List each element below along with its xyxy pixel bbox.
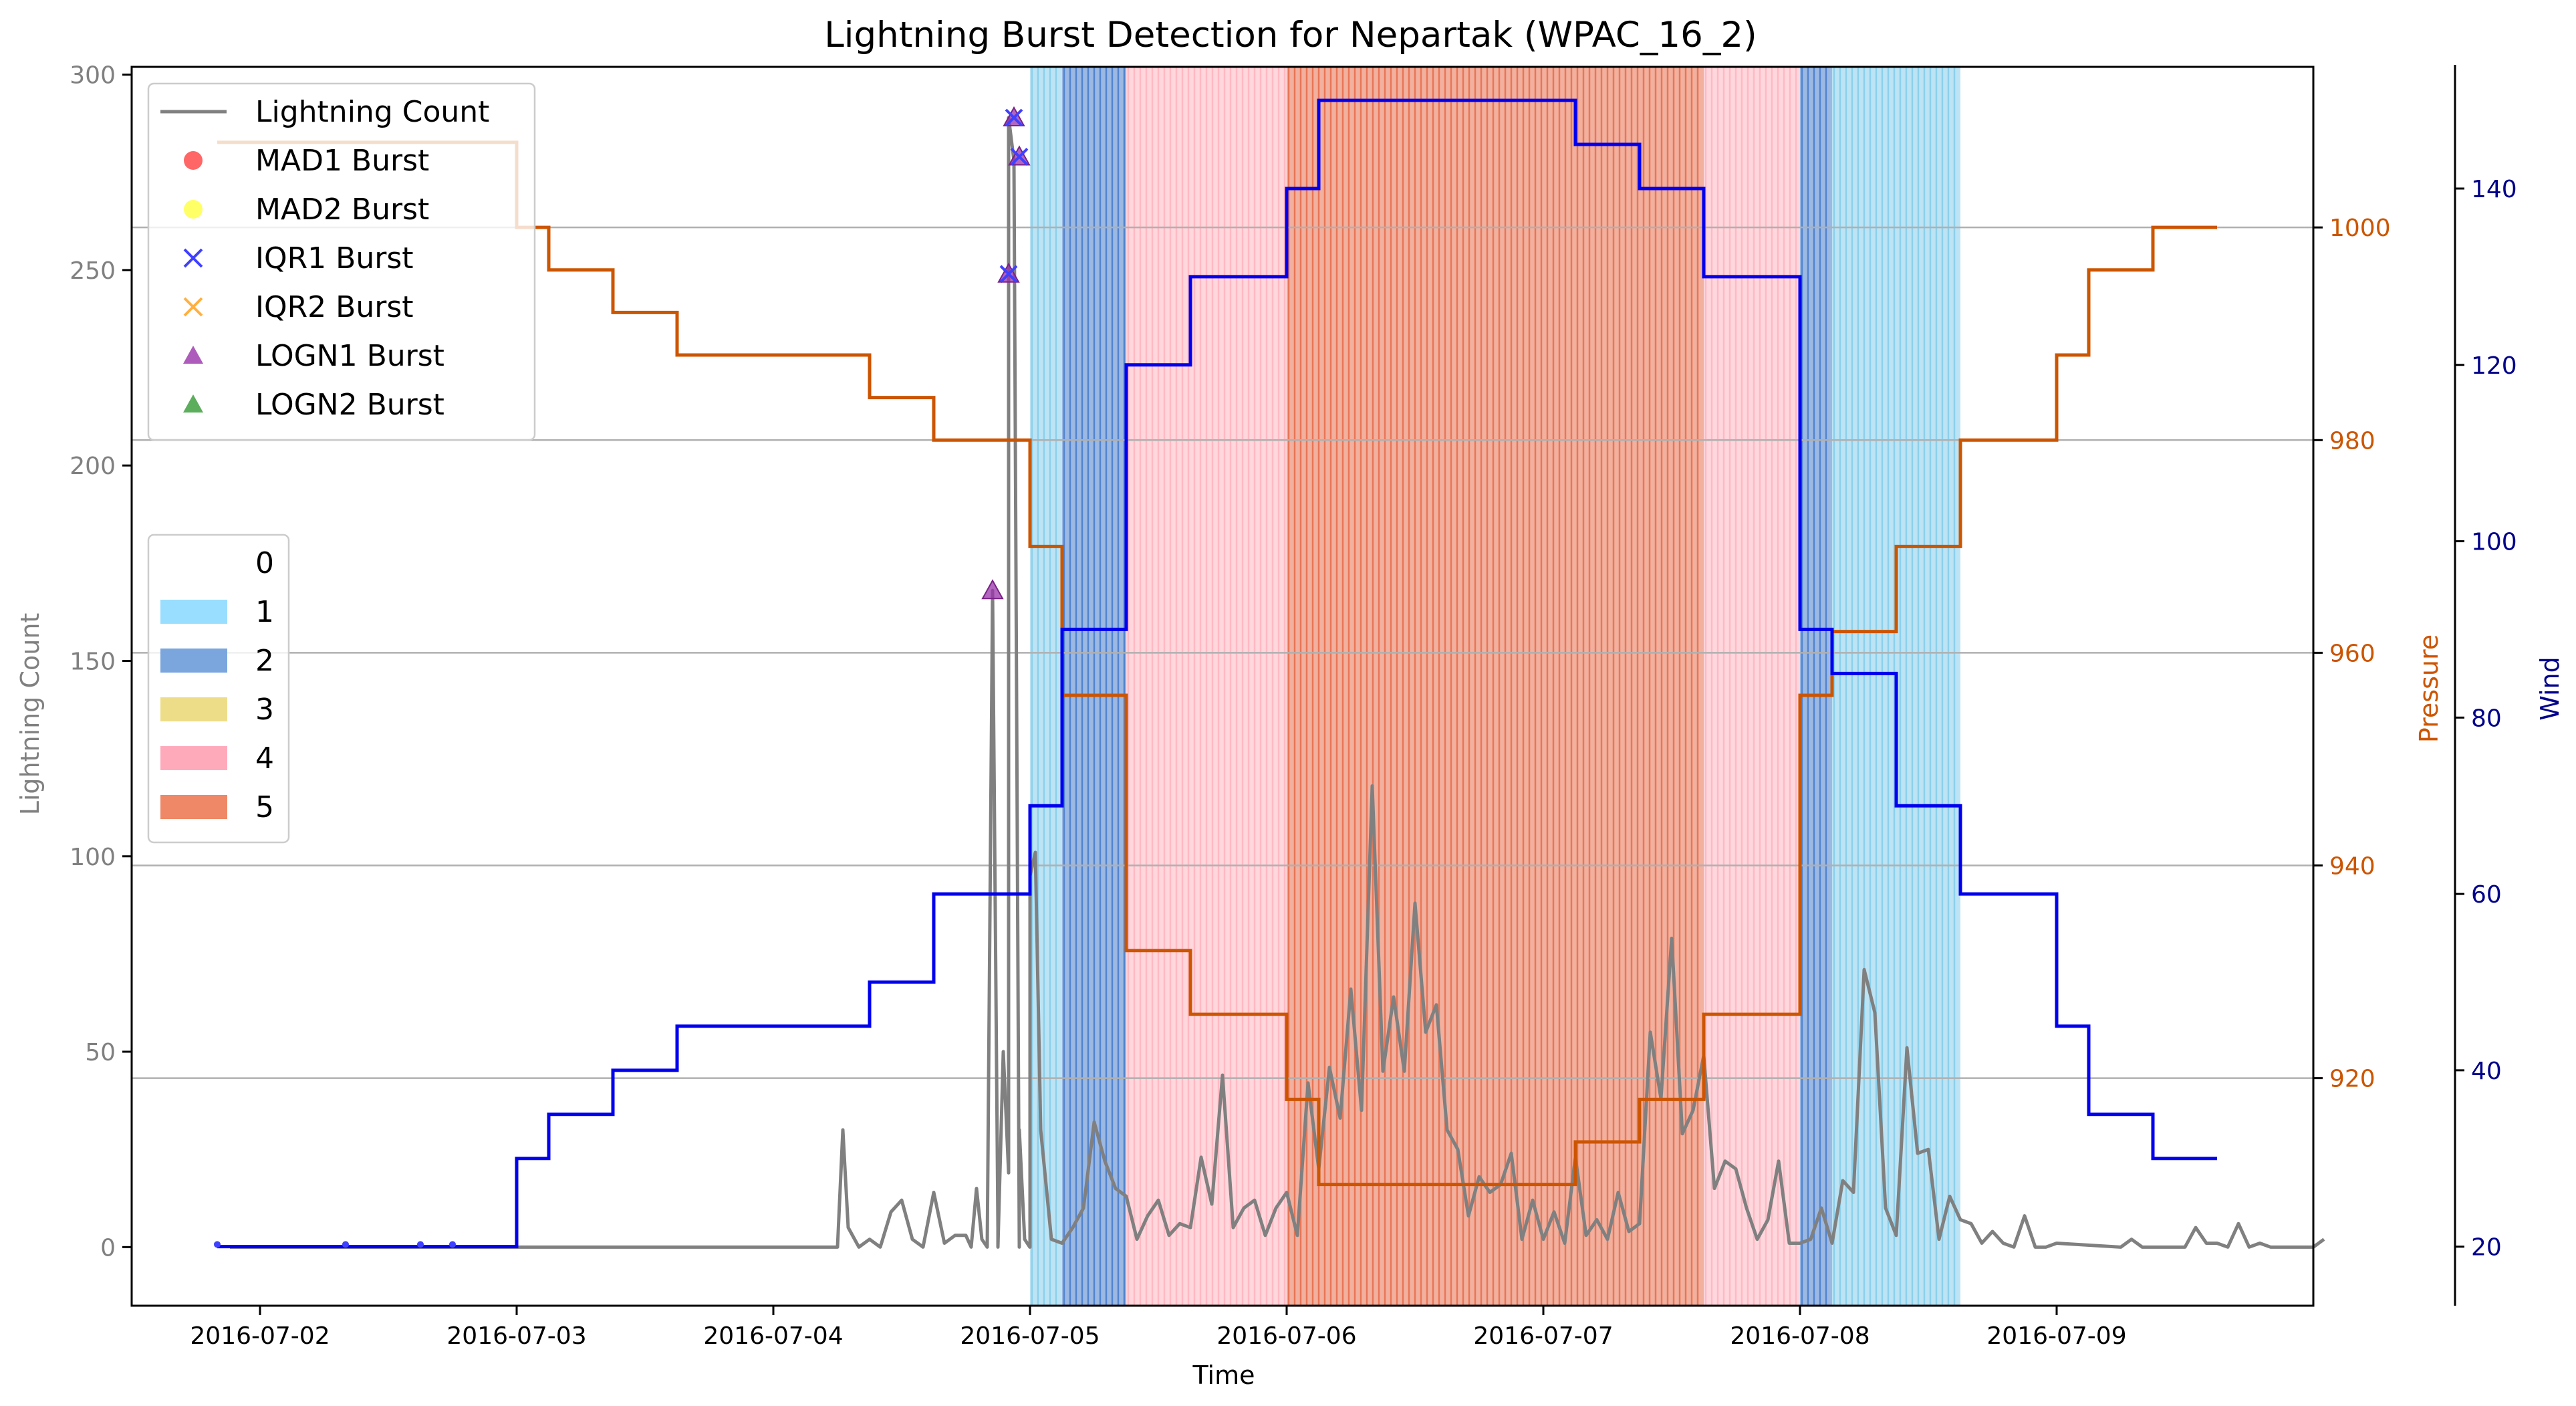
- burst-markers: [214, 106, 1031, 1248]
- category-bands: [1030, 67, 1960, 1306]
- legend-series-label: IQR2 Burst: [255, 290, 414, 324]
- x-tick-label: 2016-07-04: [703, 1322, 843, 1350]
- legend-category-swatch: [160, 795, 227, 819]
- pressure-tick-label: 980: [2329, 427, 2375, 455]
- category-band-1: [1030, 67, 1062, 1306]
- legend-category-swatch: [160, 649, 227, 673]
- legend-category-label: 2: [255, 644, 274, 678]
- x-axis-label: Time: [1192, 1361, 1255, 1390]
- category-band-5: [1287, 67, 1704, 1306]
- y-axis-label-lightning: Lightning Count: [15, 613, 45, 816]
- wind-tick-label: 120: [2471, 352, 2517, 380]
- y-axis-label-pressure: Pressure: [2414, 634, 2444, 743]
- pressure-tick-label: 920: [2329, 1066, 2375, 1093]
- axes: 0501001502002503009209409609801000204060…: [70, 62, 2517, 1350]
- x-tick-label: 2016-07-05: [960, 1322, 1100, 1350]
- legend-category-label: 5: [255, 790, 274, 824]
- chart-title: Lightning Burst Detection for Nepartak (…: [824, 15, 1757, 55]
- plot-frame: [130, 66, 2315, 1307]
- x-tick-label: 2016-07-06: [1216, 1322, 1356, 1350]
- left-tick-label: 150: [70, 649, 116, 676]
- legend-series-label: LOGN1 Burst: [255, 339, 444, 373]
- wind-tick-label: 100: [2471, 529, 2517, 556]
- iqr1-burst-marker: [1010, 148, 1029, 166]
- legend-category-swatch: [160, 697, 227, 721]
- pressure-tick-label: 1000: [2329, 215, 2391, 242]
- left-tick-label: 250: [70, 257, 116, 285]
- left-tick-label: 200: [70, 453, 116, 480]
- zero-point-marker: [449, 1241, 456, 1248]
- series-legend-box: [147, 82, 536, 441]
- logn1-burst-marker: [981, 579, 1004, 600]
- left-tick-label: 0: [100, 1234, 116, 1262]
- x-tick-label: 2016-07-07: [1473, 1322, 1613, 1350]
- wind-tick-label: 140: [2471, 176, 2517, 203]
- legend-triangle-swatch: [183, 346, 203, 364]
- legend-series-label: MAD2 Burst: [255, 193, 429, 227]
- legends: Lightning Count MAD1 Burst MAD2 Burst IQR1 …: [147, 82, 536, 844]
- pressure-line: [217, 140, 2217, 1187]
- wind-tick-label: 40: [2471, 1058, 2502, 1085]
- legend-category-swatch: [160, 551, 227, 575]
- legend-circle-swatch: [184, 200, 203, 219]
- y-axis-label-wind: Wind: [2535, 657, 2565, 721]
- x-tick-label: 2016-07-03: [446, 1322, 586, 1350]
- pressure-tick-label: 960: [2329, 640, 2375, 667]
- legend-triangle-swatch: [183, 394, 203, 413]
- legend-x-swatch: [183, 248, 203, 268]
- legend-series-label: Lightning Count: [255, 95, 489, 129]
- legend-category-label: 3: [255, 693, 274, 727]
- wind-tick-label: 80: [2471, 705, 2502, 732]
- zero-point-marker: [342, 1241, 349, 1248]
- iqr1-burst-marker: [1005, 108, 1023, 127]
- legend-category-label: 1: [255, 595, 274, 629]
- legend-circle-swatch: [184, 151, 203, 170]
- legend-category-label: 0: [255, 546, 274, 580]
- legend-category-swatch: [160, 600, 227, 624]
- pressure-tick-label: 940: [2329, 853, 2375, 881]
- legend-series-label: LOGN2 Burst: [255, 388, 444, 422]
- left-tick-label: 50: [85, 1039, 116, 1066]
- category-band-2: [1800, 67, 1832, 1306]
- left-tick-label: 100: [70, 844, 116, 871]
- wind-line: [217, 98, 2217, 1249]
- x-tick-label: 2016-07-08: [1730, 1322, 1870, 1350]
- legend-category-label: 4: [255, 741, 274, 776]
- legend-category-swatch: [160, 746, 227, 770]
- wind-tick-label: 60: [2471, 881, 2502, 909]
- x-tick-label: 2016-07-09: [1986, 1322, 2126, 1350]
- legend-series-label: MAD1 Burst: [255, 144, 429, 178]
- legend-x-swatch: [183, 297, 203, 317]
- wind-tick-label: 20: [2471, 1234, 2502, 1262]
- iqr1-burst-marker: [999, 265, 1018, 283]
- lightning-count-line: [230, 116, 2325, 1249]
- data-series: [217, 98, 2325, 1249]
- zero-point-marker: [417, 1241, 424, 1248]
- zero-point-marker: [214, 1241, 221, 1248]
- x-tick-label: 2016-07-02: [190, 1322, 330, 1350]
- legend-series-label: IQR1 Burst: [255, 241, 414, 275]
- left-tick-label: 300: [70, 62, 116, 90]
